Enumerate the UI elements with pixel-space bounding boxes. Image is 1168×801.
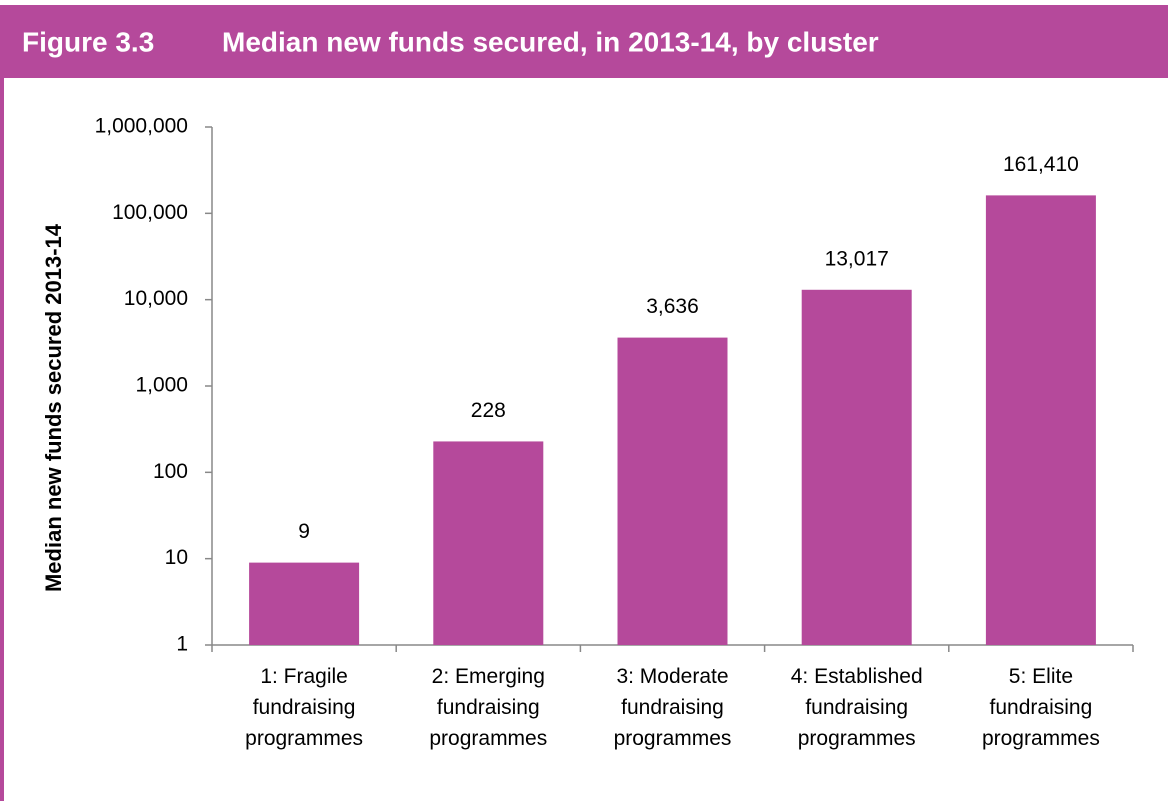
y-tick-label: 1,000 (135, 374, 188, 397)
y-tick-label: 100 (153, 460, 188, 483)
y-tick-label: 1,000,000 (95, 115, 188, 138)
x-tick-label: 2: Emerging fundraising programmes (429, 665, 547, 750)
data-label: 9 (298, 520, 310, 543)
y-tick-label: 10,000 (124, 287, 188, 310)
x-tick-label: 4: Established fundraising programmes (791, 665, 923, 750)
data-label: 13,017 (825, 247, 889, 270)
bar (249, 562, 360, 645)
x-tick-label: 5: Elite fundraising programmes (982, 665, 1100, 750)
chart-title: Median new funds secured, in 2013-14, by… (222, 26, 879, 57)
bar (801, 289, 912, 645)
data-label: 228 (471, 399, 506, 422)
bar (985, 195, 1096, 645)
y-tick-label: 1 (176, 633, 188, 656)
data-label: 3,636 (646, 295, 699, 318)
figure-label: Figure 3.3 (22, 26, 154, 57)
y-tick-label: 10 (165, 546, 188, 569)
data-label: 161,410 (1003, 153, 1079, 176)
x-tick-label: 1: Fragile fundraising programmes (245, 665, 363, 750)
bar (617, 337, 728, 645)
y-axis-title: Median new funds secured 2013-14 (41, 223, 66, 592)
x-tick-label: 3: Moderate fundraising programmes (614, 665, 732, 750)
bar (433, 441, 544, 645)
header-bar (0, 5, 1168, 78)
y-tick-label: 100,000 (112, 201, 188, 224)
left-border (0, 5, 4, 801)
